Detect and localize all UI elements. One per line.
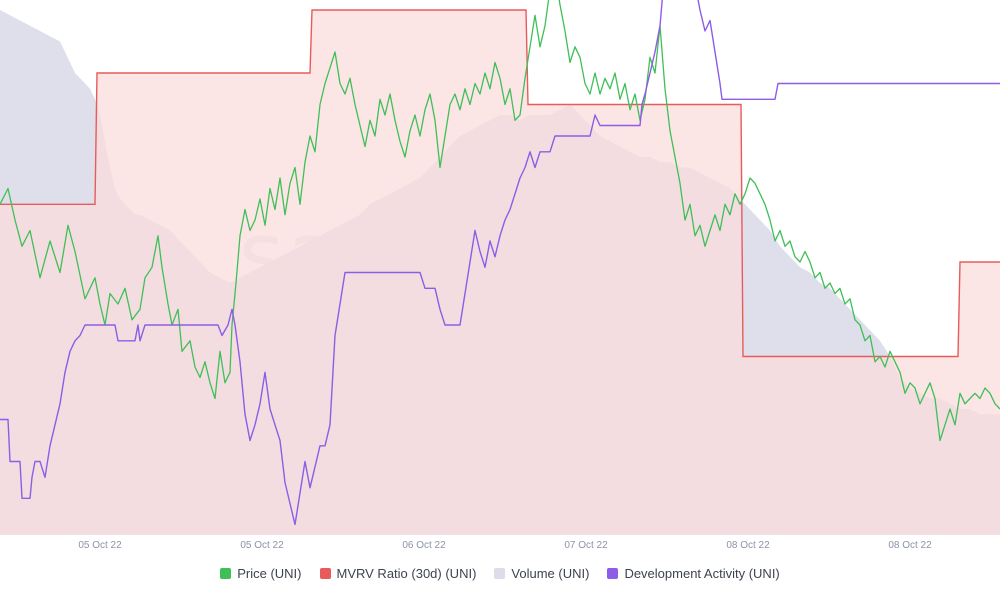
legend-label-mvrv: MVRV Ratio (30d) (UNI) xyxy=(336,566,477,581)
legend-label-volume: Volume (UNI) xyxy=(511,566,590,581)
mvrv-layer xyxy=(0,9,1000,535)
x-axis-ticks: 05 Oct 22 05 Oct 22 06 Oct 22 07 Oct 22 08 O… xyxy=(78,540,932,551)
x-tick-label: 08 Oct 22 xyxy=(888,540,932,551)
legend-label-price: Price (UNI) xyxy=(237,566,302,581)
legend-swatch-mvrv xyxy=(319,568,331,579)
mvrv-area xyxy=(0,10,1000,535)
legend-swatch-dev xyxy=(607,568,619,579)
legend-item-mvrv[interactable]: MVRV Ratio (30d) (UNI) xyxy=(319,566,477,581)
dev-activity-line xyxy=(0,0,1000,526)
price-line xyxy=(0,0,1000,442)
legend: Price (UNI) MVRV Ratio (30d) (UNI) Volume … xyxy=(0,566,1000,581)
x-tick-label: 08 Oct 22 xyxy=(726,540,770,551)
legend-label-dev: Development Activity (UNI) xyxy=(624,566,780,581)
x-tick-label: 05 Oct 22 xyxy=(240,540,284,551)
legend-swatch-volume xyxy=(494,568,506,579)
price-layer xyxy=(0,0,1000,442)
x-tick-label: 06 Oct 22 xyxy=(402,540,446,551)
legend-item-volume[interactable]: Volume (UNI) xyxy=(494,566,589,581)
legend-item-dev[interactable]: Development Activity (UNI) xyxy=(607,566,780,581)
legend-swatch-price xyxy=(220,568,232,579)
legend-item-price[interactable]: Price (UNI) xyxy=(220,566,302,581)
mvrv-line xyxy=(0,9,1000,358)
x-tick-label: 07 Oct 22 xyxy=(564,540,608,551)
x-tick-label: 05 Oct 22 xyxy=(78,540,122,551)
dev-layer xyxy=(0,0,1000,526)
